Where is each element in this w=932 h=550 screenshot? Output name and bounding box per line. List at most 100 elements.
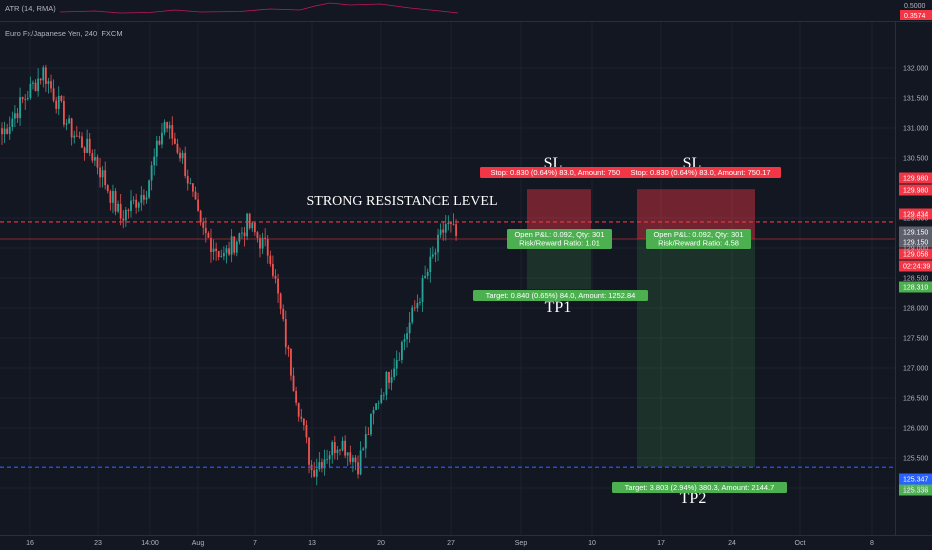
candle-body [262, 238, 264, 249]
candle-body [138, 203, 140, 208]
candle-body [337, 450, 339, 453]
price-badge-text: 129.058 [903, 252, 928, 259]
indicator-label: ATR (14, RMA) [5, 4, 56, 13]
candle-body [117, 204, 119, 212]
candle-body [300, 417, 302, 419]
candle-body [37, 79, 39, 92]
atr-line [60, 3, 458, 13]
candle-body [406, 333, 408, 339]
candle-body [453, 224, 455, 225]
y-tick-label: 127.500 [903, 336, 928, 343]
candle-body [40, 79, 42, 81]
candle-body [166, 122, 168, 128]
candle-body [66, 123, 68, 124]
position-2-target-zone [637, 239, 755, 467]
candle-body [450, 223, 452, 224]
candle-body [27, 98, 29, 99]
position-1-target-label-text: Target: 0.840 (0.65%) 84.0, Amount: 1252… [486, 291, 636, 300]
candle-body [313, 470, 315, 477]
candle-body [246, 214, 248, 237]
candle-body [99, 168, 101, 178]
candle-body [267, 239, 269, 256]
candle-body [275, 276, 277, 279]
candle-body [241, 233, 243, 234]
indicator-value-text: 0.3574 [904, 13, 926, 20]
candle-body [143, 195, 145, 200]
resistance-annotation: STRONG RESISTANCE LEVEL [307, 194, 498, 209]
price-badge-text: 129.980 [903, 176, 928, 183]
candle-body [79, 136, 81, 137]
price-badge-text: 129.980 [903, 188, 928, 195]
candle-body [189, 183, 191, 184]
candle-body [285, 319, 287, 347]
y-tick-label: 128.500 [903, 276, 928, 283]
y-tick-label: 126.000 [903, 426, 928, 433]
candle-body [161, 133, 163, 145]
candle-body [269, 256, 271, 264]
candle-body [6, 129, 8, 134]
candle-body [352, 458, 354, 462]
position-2-target-label-text: Target: 3.803 (2.94%) 380.3, Amount: 214… [625, 483, 775, 492]
candle-body [192, 183, 194, 191]
candle-body [329, 455, 331, 459]
candle-body [179, 153, 181, 159]
candle-body [53, 88, 55, 100]
candle-body [112, 191, 114, 203]
candle-body [174, 138, 176, 143]
candle-body [63, 101, 65, 125]
candle-body [331, 442, 333, 455]
candle-body [378, 403, 380, 404]
candle-body [205, 228, 207, 233]
position-2-stop-label-text: Stop: 0.830 (0.64%) 83.0, Amount: 750.17 [630, 168, 770, 177]
candle-body [208, 233, 210, 238]
candle-body [187, 176, 189, 183]
candle-body [120, 204, 122, 219]
y-tick-label: 126.500 [903, 396, 928, 403]
candle-body [109, 191, 111, 203]
candle-body [440, 230, 442, 235]
x-tick-label: 13 [308, 540, 316, 547]
candle-body [81, 136, 83, 147]
candle-body [130, 201, 132, 212]
candle-body [153, 157, 155, 166]
y-tick-label: 132.000 [903, 66, 928, 73]
candle-body [429, 257, 431, 272]
candle-body [17, 113, 19, 118]
candle-body [14, 113, 16, 118]
candle-body [349, 452, 351, 462]
candle-body [455, 224, 457, 236]
candle-body [295, 391, 297, 403]
position-1-stop-label-text: Stop: 0.830 (0.64%) 83.0, Amount: 750.17 [490, 168, 630, 177]
candle-body [50, 81, 52, 88]
candle-body [4, 129, 6, 135]
x-tick-label: 10 [588, 540, 596, 547]
candle-body [347, 452, 349, 455]
candle-body [42, 67, 44, 80]
candle-body [386, 372, 388, 395]
candle-body [298, 403, 300, 417]
candle-body [107, 185, 109, 191]
candle-body [76, 136, 78, 137]
price-badge-text: 128.310 [903, 285, 928, 292]
candle-body [318, 462, 320, 469]
y-tick-label: 129.500 [903, 216, 928, 223]
y-tick-label: 125.000 [903, 486, 928, 493]
candle-body [326, 459, 328, 460]
candle-body [228, 248, 230, 254]
candle-body [84, 148, 86, 153]
candle-body [135, 200, 137, 208]
position-1-pnl-label-text: Risk/Reward Ratio: 1.01 [519, 239, 600, 248]
candle-body [391, 377, 393, 383]
candle-body [287, 347, 289, 349]
candle-body [422, 278, 424, 302]
tp1-annotation: TP1 [545, 299, 572, 316]
candle-body [398, 360, 400, 361]
candle-body [115, 191, 117, 211]
candle-body [122, 219, 124, 221]
candle-body [55, 101, 57, 109]
candle-body [251, 223, 253, 228]
candle-body [200, 211, 202, 223]
candle-body [249, 214, 251, 229]
y-tick-label: 130.500 [903, 156, 928, 163]
